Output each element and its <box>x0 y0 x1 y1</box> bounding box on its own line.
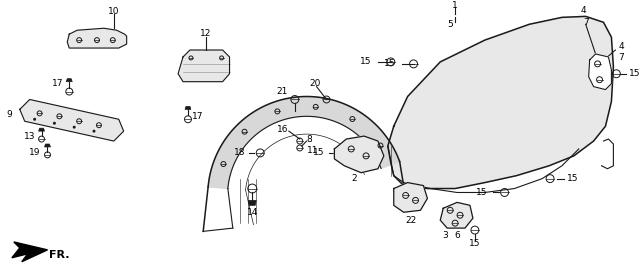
Circle shape <box>33 118 36 121</box>
Text: 13: 13 <box>24 132 35 141</box>
Text: 18: 18 <box>234 148 245 157</box>
Text: 19: 19 <box>29 148 40 157</box>
Text: 22: 22 <box>405 216 416 225</box>
Text: 7: 7 <box>583 18 589 27</box>
Text: 2: 2 <box>351 174 357 183</box>
Text: 15: 15 <box>476 188 488 197</box>
Polygon shape <box>178 50 230 82</box>
Text: 12: 12 <box>200 29 211 38</box>
Text: 11: 11 <box>307 146 318 155</box>
Text: 8: 8 <box>307 134 312 144</box>
Text: 4: 4 <box>581 6 586 15</box>
Polygon shape <box>67 79 72 82</box>
Text: 1: 1 <box>452 1 458 10</box>
Text: 7: 7 <box>618 54 624 62</box>
Text: 20: 20 <box>309 79 320 88</box>
Text: 15: 15 <box>384 59 396 68</box>
Polygon shape <box>67 28 127 48</box>
Polygon shape <box>334 136 384 173</box>
Text: 5: 5 <box>447 20 453 29</box>
Polygon shape <box>45 144 51 147</box>
Text: 15: 15 <box>567 174 579 183</box>
Text: 3: 3 <box>442 231 448 239</box>
Text: 15: 15 <box>469 239 481 249</box>
Polygon shape <box>12 242 47 262</box>
Polygon shape <box>394 183 428 212</box>
Polygon shape <box>38 128 45 131</box>
Text: 21: 21 <box>276 87 287 96</box>
Text: 17: 17 <box>52 79 63 88</box>
Text: 10: 10 <box>108 7 120 16</box>
Text: 15: 15 <box>629 69 640 78</box>
Polygon shape <box>185 107 191 109</box>
Circle shape <box>93 130 95 133</box>
Text: 15: 15 <box>360 57 371 66</box>
Polygon shape <box>248 200 256 205</box>
Text: 17: 17 <box>192 112 204 121</box>
Text: 14: 14 <box>246 208 258 217</box>
Text: 4: 4 <box>618 41 624 51</box>
Polygon shape <box>20 100 124 141</box>
Polygon shape <box>388 16 613 189</box>
Circle shape <box>73 126 76 129</box>
Text: 15: 15 <box>313 148 324 157</box>
Polygon shape <box>589 54 611 90</box>
Circle shape <box>53 122 56 125</box>
Text: 16: 16 <box>277 125 289 134</box>
Text: FR.: FR. <box>49 250 70 260</box>
Text: 6: 6 <box>454 231 460 239</box>
Polygon shape <box>440 202 473 228</box>
Text: 9: 9 <box>6 110 12 119</box>
Polygon shape <box>208 97 399 189</box>
